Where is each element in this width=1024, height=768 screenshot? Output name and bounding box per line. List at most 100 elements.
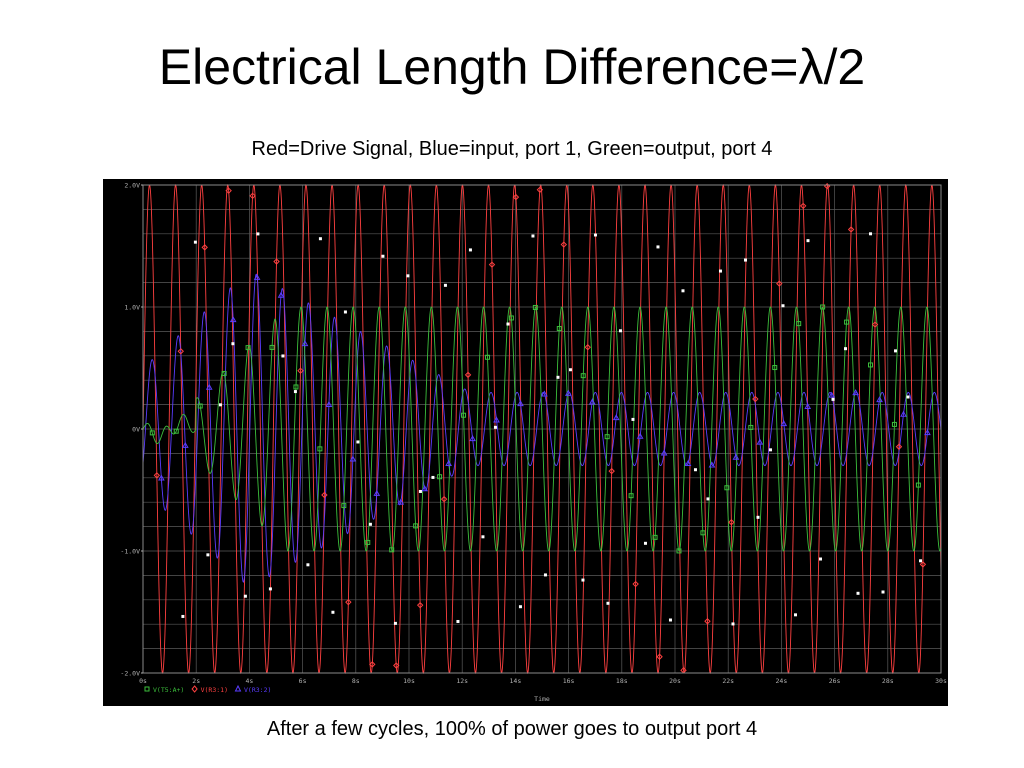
trace-marker — [173, 428, 179, 434]
chart-markers — [149, 182, 931, 674]
trace-marker — [149, 430, 155, 436]
trace-marker — [321, 491, 328, 499]
trace-marker — [225, 187, 232, 194]
trace-marker — [153, 472, 161, 479]
sample-dot — [468, 248, 472, 252]
trace-marker — [201, 244, 208, 251]
sample-dot — [756, 515, 760, 519]
trace-marker — [632, 580, 639, 588]
trace-marker — [915, 482, 921, 488]
x-tick-label: 16s — [563, 677, 575, 685]
trace-marker — [895, 443, 903, 450]
trace-marker — [245, 345, 251, 351]
x-tick-label: 30s — [935, 677, 947, 685]
x-tick-label: 18s — [616, 677, 628, 685]
trace-marker — [464, 371, 472, 379]
trace-marker — [828, 391, 836, 398]
y-tick-label: 2.0V — [124, 182, 140, 190]
trace-marker — [584, 344, 591, 351]
x-tick-label: 26s — [829, 677, 841, 685]
chart-legend: V(T5:A+) V(R3:1) V(R3:2) — [144, 684, 271, 694]
y-tick-label: 1.0V — [124, 304, 140, 312]
trace-marker — [293, 384, 299, 390]
trace-marker — [461, 412, 467, 418]
trace-marker — [748, 424, 754, 430]
sample-dot — [431, 475, 435, 479]
trace-marker — [708, 461, 716, 468]
sample-dot — [718, 269, 722, 273]
sample-dot — [631, 417, 635, 421]
x-axis-label: Time — [534, 695, 550, 703]
trace-marker — [484, 354, 490, 360]
x-tick-label: 22s — [722, 677, 734, 685]
sample-dot — [481, 535, 485, 539]
trace-marker — [704, 618, 711, 625]
slide-caption: After a few cycles, 100% of power goes t… — [266, 718, 758, 740]
sample-dot — [293, 390, 297, 394]
trace-marker — [512, 193, 520, 201]
sample-dot — [643, 541, 647, 545]
sample-dot — [381, 254, 385, 258]
sample-dot — [618, 329, 622, 333]
x-tick-label: 0s — [139, 677, 147, 685]
trace-marker — [297, 367, 304, 374]
trace-marker — [413, 523, 419, 529]
trace-marker — [628, 493, 634, 499]
trace-marker — [580, 373, 586, 379]
sample-dot — [268, 587, 272, 591]
trace-marker — [269, 344, 275, 350]
trace-marker — [508, 315, 514, 321]
legend-marker — [191, 685, 198, 693]
trace-marker — [652, 534, 658, 540]
trace-marker — [656, 653, 663, 660]
trace-v-r3-1- — [142, 183, 942, 675]
trace-marker — [317, 446, 323, 452]
sample-dot — [281, 354, 285, 358]
sample-dot — [831, 397, 835, 401]
sample-dot — [318, 237, 322, 241]
trace-marker — [796, 321, 802, 327]
trace-marker — [700, 530, 706, 536]
sample-dot — [706, 497, 710, 501]
trace-marker — [608, 467, 615, 475]
trace-marker — [341, 503, 347, 509]
trace-marker — [871, 321, 879, 328]
sample-dot — [693, 468, 697, 472]
trace-v-t5-a- — [142, 306, 942, 552]
trace-marker — [469, 435, 476, 442]
trace-marker — [556, 326, 562, 332]
x-tick-label: 4s — [245, 677, 253, 685]
trace-marker — [445, 459, 452, 466]
sample-dot — [568, 368, 572, 372]
trace-marker — [636, 432, 644, 439]
trace-marker — [221, 370, 227, 376]
trace-marker — [684, 459, 692, 466]
sample-dot — [869, 232, 873, 236]
trace-marker — [868, 362, 874, 368]
sample-dot — [793, 613, 797, 617]
sample-dot — [906, 395, 910, 399]
sample-dot — [593, 233, 597, 237]
sample-dot — [743, 258, 747, 262]
trace-marker — [488, 261, 496, 268]
trace-marker — [780, 420, 788, 427]
trace-marker — [373, 489, 381, 496]
trace-marker — [732, 453, 740, 460]
y-tick-label: -1.0V — [120, 548, 140, 556]
sample-dot — [206, 553, 210, 557]
trace-marker — [365, 539, 371, 545]
sample-dot — [306, 563, 310, 567]
trace-marker — [847, 226, 855, 233]
trace-marker — [181, 441, 189, 448]
legend-marker — [144, 686, 150, 692]
sample-dot — [856, 591, 860, 595]
trace-marker — [532, 304, 538, 310]
sample-dot — [493, 425, 497, 429]
sample-dot — [781, 304, 785, 308]
trace-marker — [919, 561, 927, 568]
trace-marker — [852, 389, 859, 396]
x-tick-label: 10s — [403, 677, 415, 685]
legend-marker — [234, 684, 242, 692]
sample-dot — [443, 283, 447, 287]
